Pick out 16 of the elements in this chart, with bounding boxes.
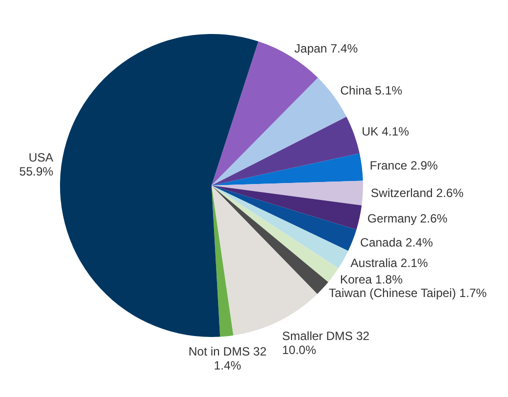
slice-label: UK 4.1%: [362, 124, 410, 138]
slice-label: Japan 7.4%: [294, 42, 358, 56]
slice-label: Not in DMS 32: [188, 344, 267, 359]
slice-label: Smaller DMS 32: [282, 328, 370, 343]
data-label: 55.9%: [19, 164, 54, 178]
slice-label: Taiwan (Chinese Taipei) 1.7%: [328, 286, 487, 300]
slice-label: Korea 1.8%: [340, 272, 403, 286]
slice-label: Australia 2.1%: [350, 256, 428, 270]
data-label: 10.0%: [282, 342, 316, 357]
slice-label: France 2.9%: [370, 158, 438, 172]
slice-label: Canada 2.4%: [360, 236, 434, 250]
slice-label: USA: [28, 150, 54, 164]
slice-label: Germany 2.6%: [367, 212, 448, 226]
slice-label: China 5.1%: [340, 84, 403, 98]
slice-label: Switzerland 2.6%: [370, 186, 464, 200]
data-label: 1.4%: [214, 358, 242, 373]
